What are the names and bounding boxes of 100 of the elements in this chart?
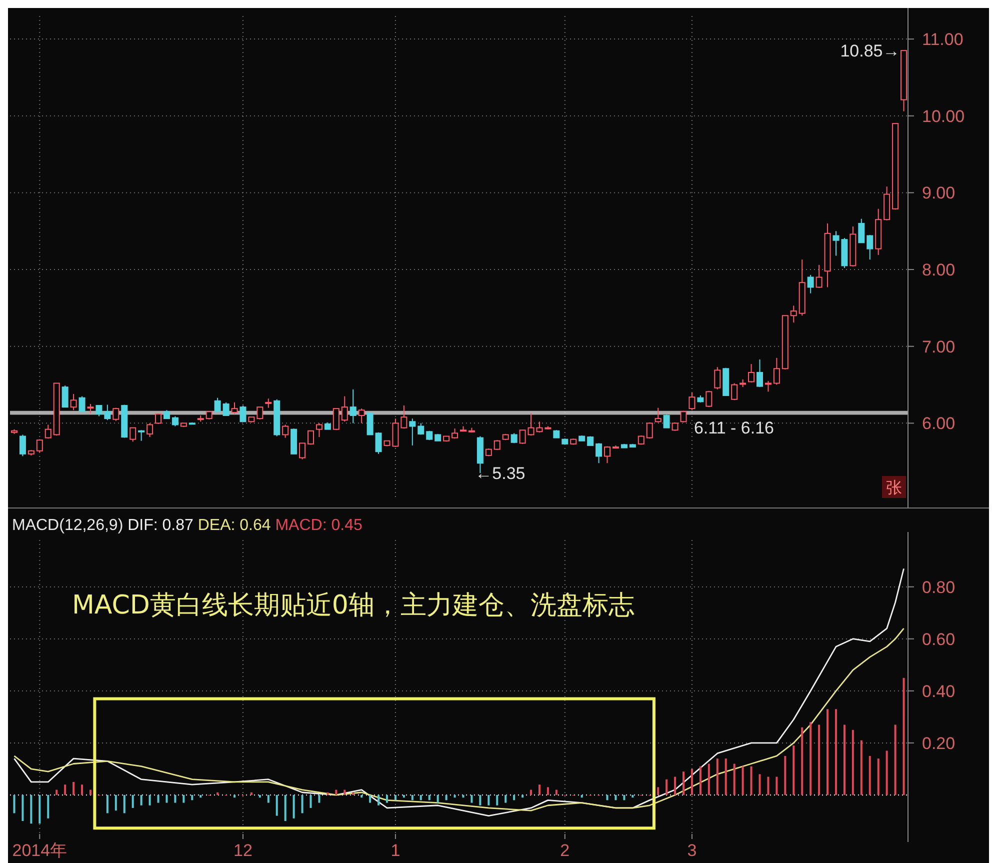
candlestick: [748, 364, 755, 383]
y-tick-label: 10.00: [922, 106, 965, 126]
candlestick: [104, 404, 111, 421]
bar: [191, 794, 194, 800]
x-tick-label: 12: [234, 841, 252, 860]
candlestick: [764, 380, 772, 392]
bar: [767, 776, 770, 795]
candlestick: [596, 442, 602, 464]
bar: [538, 784, 540, 795]
bar: [360, 794, 363, 798]
bar: [801, 727, 804, 795]
bar: [352, 792, 354, 795]
bar: [123, 794, 126, 814]
bar: [632, 794, 634, 798]
bar: [148, 794, 151, 806]
candlestick: [714, 366, 721, 390]
bar: [666, 779, 668, 795]
candlestick: [172, 416, 178, 427]
candlestick: [832, 230, 840, 256]
candlestick: [70, 393, 77, 411]
bar: [310, 794, 312, 808]
bar: [250, 792, 252, 795]
annotation: ←5.35: [475, 464, 526, 484]
bar: [200, 794, 202, 798]
candlestick: [375, 432, 382, 454]
candlestick: [392, 418, 399, 448]
candlestick: [587, 436, 594, 446]
bar: [56, 790, 58, 795]
bar: [276, 794, 278, 816]
bar: [776, 776, 778, 795]
candlestick: [816, 264, 822, 288]
candlestick: [866, 234, 874, 260]
candlestick: [790, 305, 797, 324]
bar: [614, 794, 617, 800]
bar: [894, 724, 896, 795]
annotation: 10.85→: [840, 42, 900, 61]
bar: [733, 764, 736, 795]
candlestick: [256, 406, 264, 420]
band-label: 6.11 - 6.16: [694, 418, 774, 438]
bar: [462, 794, 464, 798]
bar: [699, 766, 702, 795]
bar: [140, 794, 142, 806]
bar: [792, 746, 795, 795]
bar: [301, 794, 304, 814]
bar: [810, 722, 812, 795]
bar: [114, 794, 117, 811]
candlestick: [282, 424, 289, 438]
bar: [546, 787, 549, 795]
candlestick: [688, 392, 696, 411]
y-tick-label: 11.00: [922, 30, 964, 49]
bar: [182, 794, 185, 803]
line-series: [14, 568, 904, 816]
y-tick-label: 0.20: [922, 734, 956, 753]
bar: [30, 794, 32, 824]
candlestick: [138, 430, 145, 442]
bar: [690, 768, 693, 795]
bar: [513, 794, 516, 800]
bar: [394, 794, 396, 800]
bar: [420, 794, 422, 800]
y-tick-label: 8.00: [922, 260, 956, 280]
candlestick: [604, 446, 611, 464]
bar: [64, 784, 66, 795]
bar: [742, 766, 744, 795]
x-tick-label: 2: [560, 841, 570, 860]
candlestick: [807, 274, 814, 294]
bar: [886, 750, 888, 795]
candlestick: [155, 412, 162, 424]
bar: [488, 794, 490, 806]
bar: [378, 794, 380, 806]
bar: [470, 794, 473, 803]
bar: [708, 764, 710, 795]
bar: [369, 794, 372, 803]
bar: [784, 756, 786, 795]
bar: [428, 794, 430, 800]
bar: [758, 774, 761, 795]
line-series: [14, 628, 904, 812]
candlestick: [78, 396, 86, 412]
candlestick: [87, 403, 94, 414]
bar: [386, 794, 388, 803]
candlestick: [409, 418, 416, 446]
candlestick: [519, 430, 526, 444]
bar: [81, 784, 84, 795]
y-tick-label: 6.00: [922, 414, 956, 434]
bar: [47, 794, 50, 818]
candlestick: [366, 412, 374, 436]
candlestick: [222, 402, 230, 416]
bar: [267, 794, 270, 803]
bar: [674, 776, 676, 795]
bar: [479, 794, 482, 806]
bar: [580, 794, 583, 798]
bar: [132, 794, 134, 808]
bar: [834, 709, 837, 795]
candlestick: [44, 424, 52, 440]
bar: [166, 794, 168, 803]
annotation: MACD黄白线长期贴近0轴，主力建仓、洗盘标志: [72, 590, 634, 620]
bar: [258, 794, 261, 798]
bar: [877, 758, 880, 795]
bar: [852, 730, 854, 795]
x-tick-label: 3: [687, 841, 697, 860]
candlestick: [316, 422, 322, 438]
